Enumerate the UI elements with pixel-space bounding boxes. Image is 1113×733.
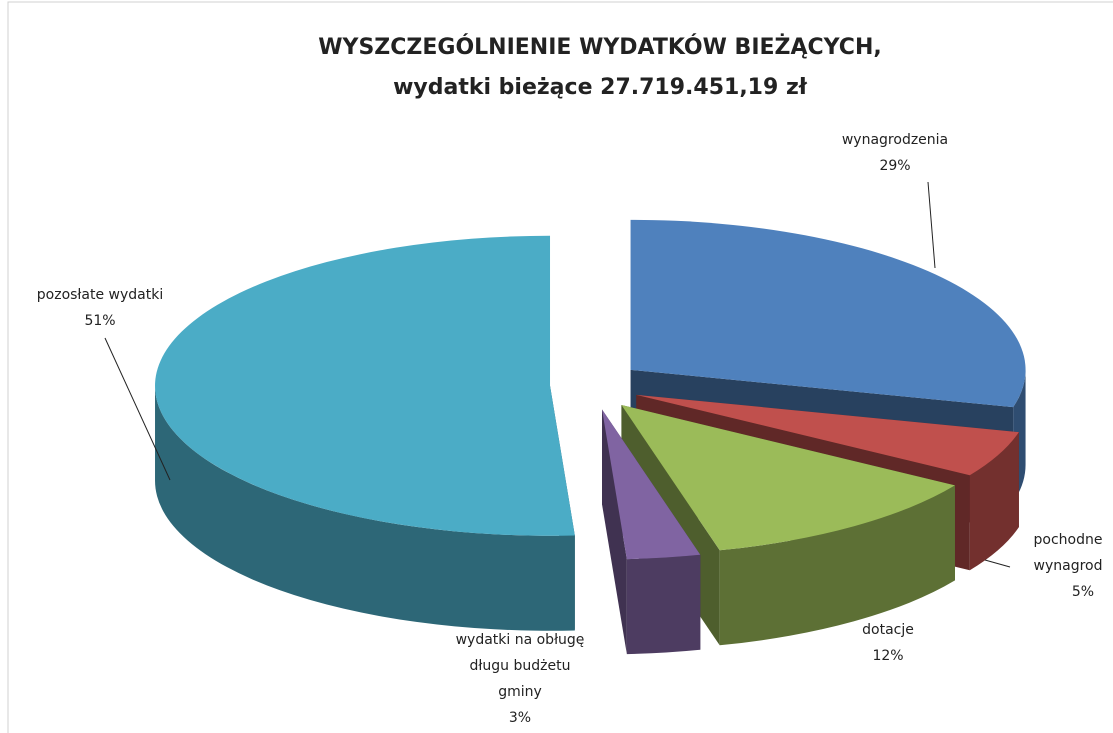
data-label-category: pozosłate wydatki xyxy=(37,287,163,303)
slice-top xyxy=(155,235,575,536)
leader-line xyxy=(927,181,936,269)
data-label-value: 51% xyxy=(84,313,115,329)
data-label-category: wydatki na obługę długu budżetu gminy xyxy=(456,632,585,700)
leader-line xyxy=(104,337,171,481)
data-label-category: wynagrodzenia xyxy=(842,132,948,148)
data-label-value: 5% xyxy=(1072,584,1094,600)
slice-side xyxy=(969,432,1019,571)
slice-side xyxy=(626,554,701,655)
leader-line xyxy=(984,559,1011,568)
slice-top xyxy=(602,409,701,560)
chart-subtitle: wydatki bieżące 27.719.451,19 zł xyxy=(393,75,808,100)
data-label-value: 29% xyxy=(879,158,910,174)
slice-cut-face xyxy=(602,409,627,655)
data-label-category: dotacje xyxy=(862,622,914,638)
slice-side xyxy=(155,385,575,631)
slice xyxy=(155,235,575,631)
slice-side xyxy=(719,485,955,646)
slice-top xyxy=(636,394,1019,476)
chart-frame xyxy=(7,1,1113,733)
chart-title: WYSZCZEGÓLNIENIE WYDATKÓW BIEŻĄCYCH, xyxy=(318,34,881,60)
data-label-category: pochodne wynagrod xyxy=(1034,532,1103,574)
slice-top xyxy=(630,219,1026,408)
data-label-value: 12% xyxy=(872,648,903,664)
slice-top xyxy=(621,405,955,551)
slice xyxy=(602,409,701,655)
data-label-value: 3% xyxy=(509,710,531,726)
